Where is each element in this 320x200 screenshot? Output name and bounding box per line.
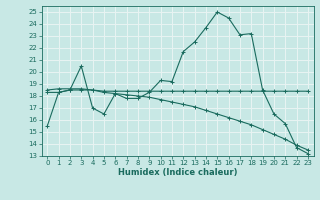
X-axis label: Humidex (Indice chaleur): Humidex (Indice chaleur) [118,168,237,177]
